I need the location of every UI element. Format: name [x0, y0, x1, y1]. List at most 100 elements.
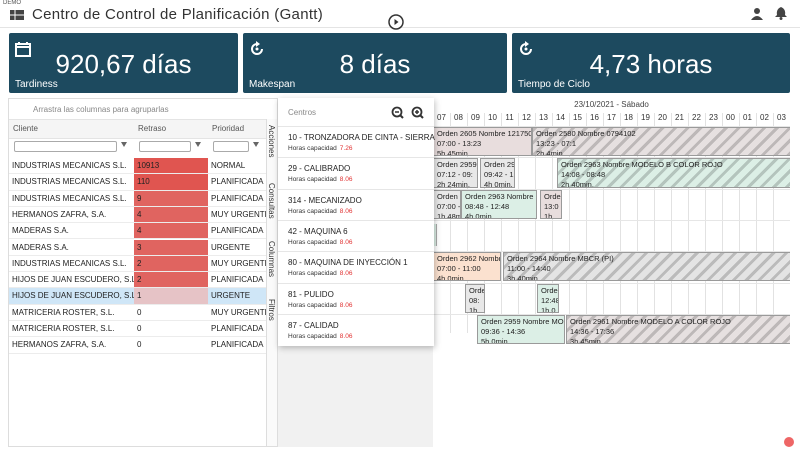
capacity-value: 8.06	[339, 238, 353, 246]
prioridad-cell: PLANIFICADA	[211, 193, 264, 203]
task-bar[interactable]: Orden 2961 Nombre MODELO A COLOR ROJO 14:…	[566, 314, 790, 345]
center-row[interactable]	[278, 157, 434, 188]
filter-input[interactable]	[14, 141, 117, 152]
center-row[interactable]	[278, 126, 434, 157]
kpi-value: 8 días	[339, 49, 411, 79]
hour-line	[603, 113, 604, 333]
filter-icon[interactable]	[195, 142, 201, 147]
task-bar[interactable]: Orden 2580 Nombre 0794102 13:23 - 07:1 2h …	[532, 127, 790, 157]
task-text: 5h 0min.	[481, 336, 510, 345]
menu-icon[interactable]	[10, 10, 24, 20]
task-bar[interactable]: Orden 2959 07:12 - 09: 2h 24min.	[433, 158, 478, 188]
zoom-buttons[interactable]	[391, 106, 425, 120]
capacity-label: Horas capacidad	[288, 301, 337, 309]
side-tab[interactable]: Acciones	[267, 125, 276, 158]
retraso-cell-bg	[134, 239, 208, 255]
task-text: Orden 2580 Nombre 0794102	[536, 129, 636, 138]
page-title: Centro de Control de Planificación (Gant…	[32, 6, 324, 23]
toggle-button[interactable]	[388, 14, 404, 30]
cliente-cell: INDUSTRIAS MECANICAS S.L.	[12, 177, 127, 187]
retraso-cell-bg	[134, 174, 208, 190]
hour-line	[569, 113, 570, 333]
task-text: 1h 48m	[437, 211, 461, 219]
task-text: 4h 0min.	[437, 274, 466, 282]
kpi-card: 4,73 horas Tiempo de Ciclo	[512, 33, 790, 93]
retraso-cell-bg	[134, 223, 208, 239]
task-bar[interactable]: Orden 2963 Nombre MODELO B COLOR ROJO 14:…	[557, 158, 790, 188]
task-text: Orden 2962 Nombre	[437, 254, 501, 264]
side-tab[interactable]: Consultas	[267, 183, 276, 219]
cliente-cell: INDUSTRIAS MECANICAS S.L.	[12, 193, 127, 203]
capacity-value: 7.26	[339, 145, 353, 152]
kpi-label: Tiempo de Ciclo	[518, 79, 590, 90]
column-header[interactable]: Prioridad	[212, 124, 245, 133]
help-badge[interactable]	[784, 437, 794, 447]
filter-icon[interactable]	[121, 142, 127, 147]
prioridad-cell: MUY URGENTE	[211, 307, 266, 317]
center-row[interactable]	[278, 313, 434, 345]
task-bar[interactable]: Orden 2605 Nombre 1217500 07:00 - 13:23 5h…	[433, 127, 532, 157]
side-tab[interactable]: Filtros	[267, 299, 276, 321]
retraso-cell-bg	[134, 288, 208, 304]
hour-label: 12	[522, 113, 531, 122]
task-bar[interactable]: Orden 2959 Nombre MODELO09:36 - 14:365h …	[477, 314, 565, 345]
task-text: 09:42 - 1	[484, 170, 514, 180]
side-tab[interactable]: Columnas	[267, 241, 276, 278]
retraso-cell: 0	[137, 324, 142, 333]
task-bar[interactable]: Orden 2962 Nombre 07:00 - 11:00 4h 0min.	[433, 252, 501, 282]
bell-icon[interactable]	[775, 6, 787, 20]
kpi-icon	[15, 42, 31, 57]
task-bar[interactable]: Orden 2907:00 -1h 48m	[433, 189, 461, 219]
filter-input[interactable]	[213, 141, 249, 152]
retraso-cell: 1	[137, 291, 142, 301]
hour-label: 07	[437, 113, 446, 122]
task-bar[interactable]: Orden 2964 Nombre MBCR (PI) 11:00 - 14:40…	[503, 252, 790, 282]
task-bar[interactable]: Orden 295909:42 - 14h 0min.	[480, 158, 515, 188]
filter-input[interactable]	[139, 141, 191, 152]
task-bar[interactable]: Orden 2913:01h	[540, 189, 562, 219]
user-icon[interactable]	[750, 7, 764, 21]
hour-line	[773, 113, 774, 333]
center-row[interactable]	[278, 219, 434, 251]
capacity-line: Horas capacidad 7.26	[288, 145, 352, 152]
hour-label: 23	[709, 113, 718, 122]
hour-label: 08	[454, 113, 463, 122]
task-bar[interactable]: Orden08:1h	[465, 283, 485, 313]
capacity-line: Horas capacidad 8.06	[288, 333, 352, 340]
cliente-cell: INDUSTRIAS MECANICAS S.L.	[12, 161, 127, 170]
task-text: Orden	[469, 285, 484, 295]
prioridad-cell: MUY URGENTE	[211, 258, 266, 268]
cliente-cell: HIJOS DE JUAN ESCUDERO, S.L.	[12, 291, 134, 301]
center-row[interactable]	[278, 188, 434, 220]
retraso-cell-bg	[134, 304, 208, 320]
task-bar[interactable]: Orden 2963 Nombre M 08:48 - 12:48 4h 0min.	[461, 189, 537, 219]
center-row[interactable]	[278, 282, 434, 314]
hour-line	[756, 113, 757, 333]
filter-icon[interactable]	[253, 142, 259, 147]
hour-label: 01	[743, 113, 752, 122]
centers-header: Centros	[288, 108, 317, 117]
capacity-line: Horas capacidad 8.06	[288, 176, 352, 183]
cliente-cell: INDUSTRIAS MECANICAS S.L.	[12, 258, 127, 268]
capacity-label: Horas capacidad	[288, 176, 337, 184]
column-header[interactable]: Cliente	[13, 124, 38, 133]
task-text: Orden 29	[544, 191, 561, 201]
hour-label: 10	[488, 113, 497, 122]
retraso-cell: 4	[137, 209, 142, 219]
center-name: 314 - MECANIZADO	[288, 195, 362, 205]
task-text: 08:48 - 12:48	[465, 201, 510, 211]
task-text: 11:00 - 14:40	[507, 264, 551, 274]
hour-line	[637, 113, 638, 333]
hour-line	[722, 113, 723, 333]
task-sliver	[433, 223, 437, 246]
task-text: 08:	[469, 295, 480, 305]
task-text: Orden 29	[541, 285, 558, 295]
retraso-cell: 0	[137, 340, 142, 350]
center-row[interactable]	[278, 251, 434, 282]
task-text: 13:0	[544, 201, 559, 211]
task-text: 3h 40min.	[507, 274, 540, 282]
capacity-value: 8.06	[339, 176, 353, 184]
gantt-row-line	[433, 188, 790, 190]
column-header[interactable]: Retraso	[138, 124, 167, 133]
